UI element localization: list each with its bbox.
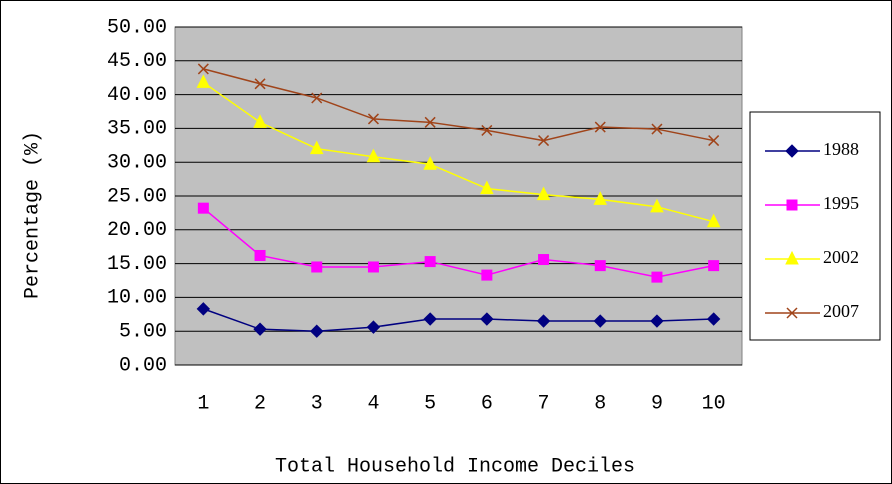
legend-label: 2007 bbox=[823, 301, 859, 321]
point-marker bbox=[197, 63, 209, 75]
y-tick-label: 25.00 bbox=[107, 185, 167, 208]
point-marker bbox=[366, 148, 381, 163]
point-marker bbox=[480, 312, 494, 326]
point-marker bbox=[536, 314, 551, 328]
point-marker bbox=[706, 312, 721, 326]
point-marker bbox=[196, 302, 211, 316]
legend-box bbox=[749, 111, 881, 341]
legend-marker bbox=[786, 199, 798, 211]
point-marker bbox=[650, 314, 664, 328]
point-marker bbox=[538, 135, 550, 147]
y-tick-label: 5.00 bbox=[119, 320, 167, 343]
point-marker bbox=[593, 314, 607, 328]
point-marker bbox=[536, 186, 551, 201]
x-tick-label: 4 bbox=[367, 392, 379, 415]
point-marker bbox=[481, 269, 493, 281]
point-marker bbox=[481, 124, 493, 136]
point-marker bbox=[311, 92, 323, 104]
x-axis-title: Total Household Income Deciles bbox=[275, 455, 635, 478]
series-line bbox=[202, 81, 714, 223]
legend-marker bbox=[786, 307, 798, 319]
point-marker bbox=[594, 121, 606, 133]
y-tick-label: 35.00 bbox=[107, 118, 167, 141]
point-marker bbox=[197, 202, 209, 214]
point-marker bbox=[367, 113, 379, 125]
x-tick-label: 9 bbox=[651, 392, 663, 415]
point-marker bbox=[254, 78, 266, 90]
y-tick-label: 50.00 bbox=[107, 16, 167, 39]
y-tick-label: 40.00 bbox=[107, 84, 167, 107]
legend-label: 1995 bbox=[823, 193, 859, 213]
point-marker bbox=[311, 261, 323, 273]
x-tick-label: 3 bbox=[311, 392, 323, 415]
legend-marker bbox=[785, 250, 799, 265]
y-tick-label: 30.00 bbox=[107, 151, 167, 174]
y-tick-label: 45.00 bbox=[107, 50, 167, 73]
point-marker bbox=[196, 74, 211, 88]
legend-label: 1988 bbox=[823, 139, 859, 159]
y-tick-label: 20.00 bbox=[107, 219, 167, 242]
point-marker bbox=[480, 180, 494, 195]
x-tick-label: 7 bbox=[538, 392, 550, 415]
x-tick-label: 2 bbox=[254, 392, 266, 415]
point-marker bbox=[708, 135, 720, 147]
point-marker bbox=[366, 320, 381, 334]
x-tick-label: 5 bbox=[424, 392, 436, 415]
point-marker bbox=[424, 116, 436, 128]
point-marker bbox=[310, 324, 324, 338]
point-marker bbox=[253, 322, 267, 336]
y-tick-label: 15.00 bbox=[107, 253, 167, 276]
point-marker bbox=[423, 312, 437, 326]
x-tick-label: 1 bbox=[197, 392, 209, 415]
y-axis-title: Percentage (%) bbox=[21, 131, 44, 299]
y-tick-label: 0.00 bbox=[119, 354, 167, 377]
y-tick-label: 10.00 bbox=[107, 287, 167, 310]
point-marker bbox=[538, 254, 550, 266]
point-marker bbox=[253, 114, 267, 128]
point-marker bbox=[424, 256, 436, 268]
point-marker bbox=[593, 191, 608, 205]
point-marker bbox=[254, 249, 266, 261]
legend-marker bbox=[785, 144, 799, 158]
series-line bbox=[203, 68, 714, 142]
point-marker bbox=[706, 213, 721, 228]
x-tick-label: 6 bbox=[481, 392, 493, 415]
point-marker bbox=[650, 198, 664, 213]
series-line bbox=[202, 207, 714, 278]
x-tick-label: 8 bbox=[594, 392, 606, 415]
point-marker bbox=[651, 123, 663, 135]
series-line bbox=[203, 308, 714, 332]
point-marker bbox=[651, 271, 663, 283]
point-marker bbox=[423, 156, 437, 170]
legend-label: 2002 bbox=[823, 247, 859, 267]
point-marker bbox=[708, 260, 720, 272]
point-marker bbox=[594, 260, 606, 272]
x-tick-label: 10 bbox=[702, 392, 726, 415]
point-marker bbox=[309, 140, 324, 155]
point-marker bbox=[367, 261, 379, 273]
